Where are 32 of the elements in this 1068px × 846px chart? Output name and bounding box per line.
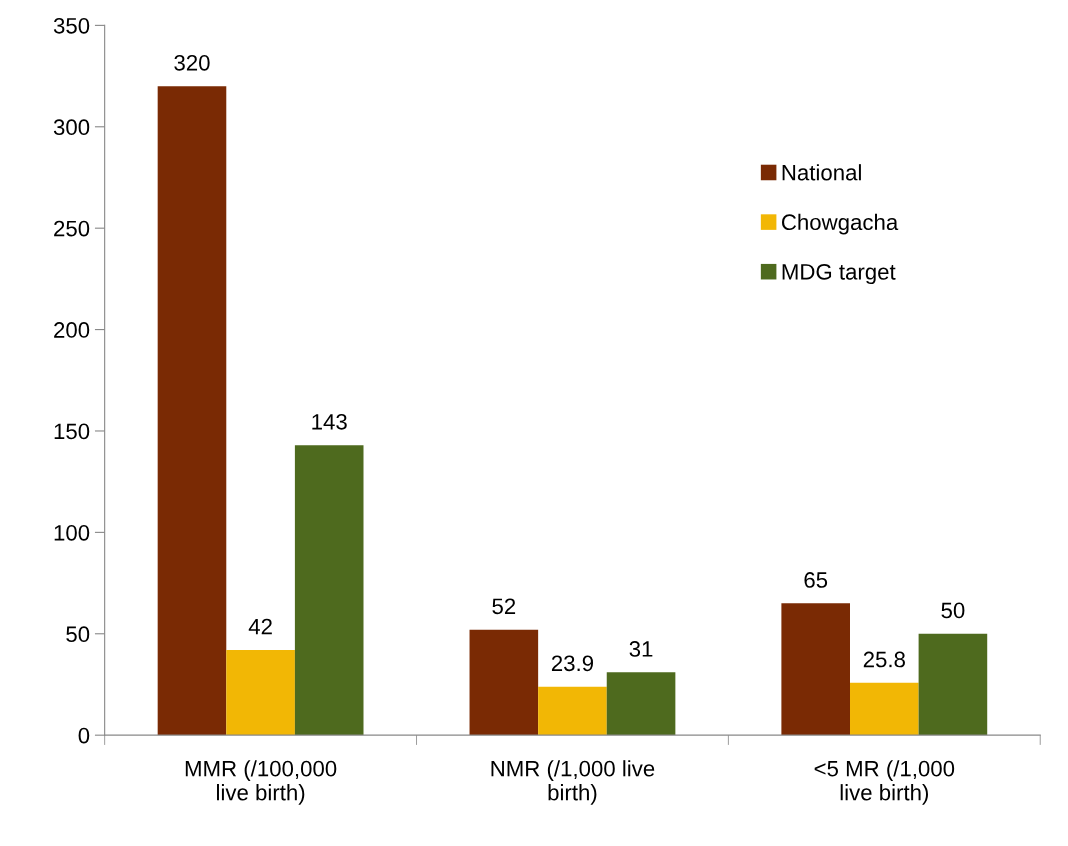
bar [294,445,364,736]
data-label: 65 [804,572,828,588]
bar [157,86,227,736]
data-label: 31 [629,641,653,657]
x-tick-label: <5 MR (/1,000 live birth) [814,760,955,805]
data-label: 320 [174,54,210,71]
bar [606,672,676,736]
bar [850,682,919,736]
y-tick-label: 150 [54,423,90,440]
bar [781,603,850,736]
data-label: 42 [248,618,272,635]
bar [918,633,988,736]
y-tick-label: 250 [54,220,90,237]
y-tick-label: 50 [66,626,90,643]
x-tick-label: NMR (/1,000 live birth) [491,760,655,805]
y-tick-label: 350 [53,17,90,34]
data-label: 143 [312,413,347,430]
legend-label: MDG target [782,263,896,285]
legend-label: Chowgacha [781,213,899,235]
bar [469,629,539,736]
y-tick-label: 300 [53,119,90,136]
bar [538,686,607,736]
legend-label: National [782,164,861,181]
y-tick-label: 0 [78,727,90,744]
data-label: 25.8 [863,651,905,668]
y-tick-label: 200 [54,322,90,338]
data-label: 52 [492,598,516,615]
x-tick-label: MMR (/100,000 live birth) [185,760,337,805]
y-tick-label: 100 [54,524,90,541]
data-label: 50 [941,602,965,619]
data-label: 23.9 [551,655,594,672]
bar [226,650,295,736]
